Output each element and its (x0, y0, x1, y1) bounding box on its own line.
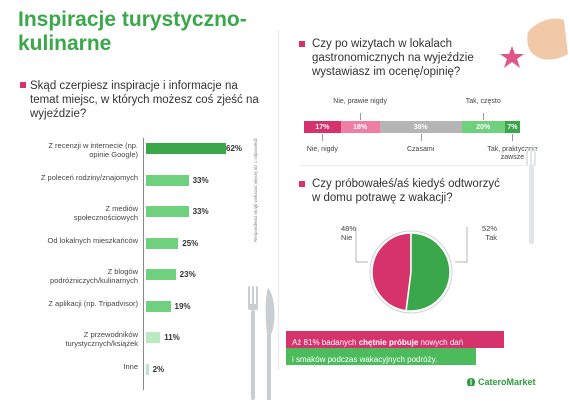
bar (146, 332, 161, 343)
pie-label-tak: 52% Tak (482, 224, 497, 242)
pie-category-nie: Nie (341, 233, 353, 242)
note-line2: i smaków podczas wakacyjnych podróży. (292, 355, 438, 364)
bar (146, 206, 189, 217)
catero-logo-icon (467, 378, 475, 386)
page-title: Inspiracje turystyczno-kulinarne (18, 8, 247, 55)
bar-value-label: 23% (179, 270, 196, 279)
bar-value-label: 19% (174, 301, 191, 311)
bar (146, 143, 226, 154)
summary-note: Aż 81% badanych chętnie próbuje nowych d… (292, 334, 504, 368)
note-bold: chętnie próbuje (358, 338, 419, 347)
question-sources: Skąd czerpiesz inspiracje i informacje n… (30, 80, 259, 120)
pie-slice (371, 232, 412, 312)
recreate-pie-chart (355, 227, 468, 314)
bar-category-label: Z poleceń rodziny/znajomych (40, 172, 138, 182)
question-marker (299, 181, 305, 187)
catero-logo: CateroMarket (478, 377, 536, 387)
bar-category-label: Od lokalnych mieszkańców (47, 235, 138, 245)
note-prefix: Aż 81% badanych (292, 338, 359, 347)
question-recreate: Czy próbowałeś/aś kiedyś odtworzyć w dom… (312, 178, 500, 204)
bar-value-label: 33% (192, 207, 209, 216)
note-highlight-pink (286, 331, 504, 348)
pie-slice (405, 232, 451, 312)
bar-category-label: Z przewodników turystycznych/książek (65, 330, 138, 348)
stacked-segment: 20% (461, 121, 505, 133)
bar-value-label: 62% (226, 144, 243, 153)
bar-category-label: Z aplikacji (np. Tripadvisor) (48, 298, 138, 308)
bar-category-label: Z recenzji w internecie (np. opinie Goog… (48, 141, 138, 159)
stacked-category-label: Czasami (407, 146, 435, 153)
pie-plate-rim (369, 230, 453, 314)
stacked-segment: 7% (504, 121, 520, 133)
stacked-label-leader (483, 113, 485, 120)
stacked-label-leader (360, 113, 362, 120)
bar-category-label: Inne (123, 361, 138, 371)
bar-chart-axis (143, 138, 144, 390)
bar-value-label: 2% (152, 364, 165, 374)
stacked-category-label: Tak, praktycznie zawsze (487, 146, 538, 161)
column-separator (278, 30, 279, 370)
stacked-category-label: Nie, prawie nigdy (333, 98, 387, 105)
pie-leader-line (455, 227, 468, 263)
section-separator (300, 165, 525, 166)
stacked-label-leader (420, 134, 422, 141)
question-reviews: Czy po wizytach w lokalach gastronomiczn… (312, 38, 474, 78)
note-highlight-green (286, 348, 476, 365)
stacked-label-leader (322, 134, 324, 141)
stacked-segment: 38% (379, 121, 462, 133)
bar-value-label: 11% (164, 333, 180, 342)
fork-knife-illustration (248, 286, 275, 400)
chart-footnote: Respondenci mogli wskazać więcej niż 1 o… (253, 138, 258, 243)
stacked-label-leader (512, 134, 514, 141)
bar-value-label: 25% (182, 238, 199, 248)
pie-label-nie: 48% Nie (341, 224, 356, 242)
question-marker (299, 41, 305, 47)
bar (146, 363, 149, 375)
bar (146, 237, 179, 249)
note-suffix: nowych dań (418, 338, 464, 347)
stacked-segment: 17% (304, 121, 341, 133)
pie-value-nie: 48% (341, 224, 357, 233)
bar (146, 269, 176, 280)
question-marker (20, 82, 26, 88)
bar-value-label: 33% (192, 175, 209, 185)
bar (146, 300, 171, 312)
stacked-category-label: Nie, nigdy (306, 146, 338, 153)
cutlery-illustration (526, 148, 536, 244)
stacked-category-label: Tak, często (465, 98, 501, 105)
stacked-segment: 18% (340, 121, 380, 133)
pie-leader-line (355, 227, 368, 263)
pie-category-tak: Tak (485, 233, 498, 242)
bar (146, 174, 189, 186)
bar-category-label: Z mediów społecznościowych (73, 204, 138, 222)
bar-category-label: Z blogów podróżniczych/kulinarnych (50, 267, 138, 285)
pie-value-tak: 52% (482, 224, 498, 233)
